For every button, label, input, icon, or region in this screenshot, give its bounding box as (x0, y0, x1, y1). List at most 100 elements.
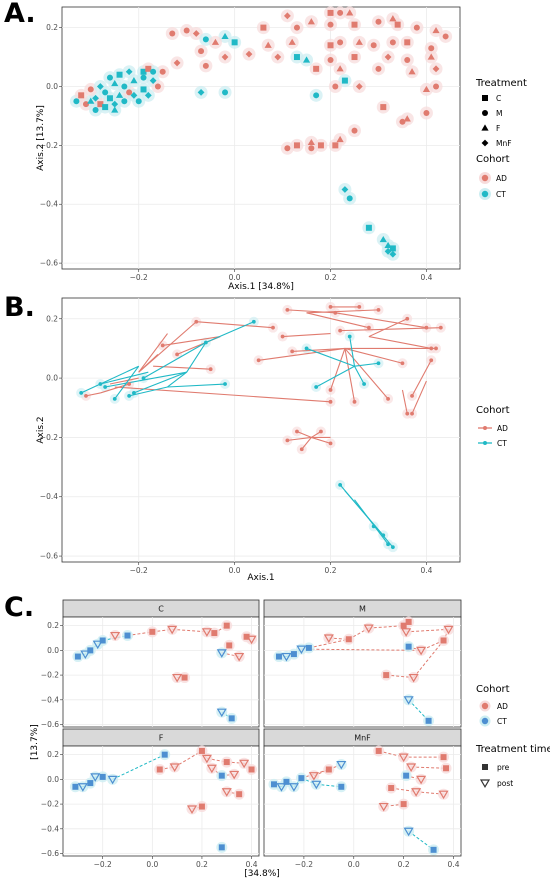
data-point (308, 145, 315, 152)
data-point (140, 86, 147, 93)
y-tick-label: 0.2 (46, 23, 58, 32)
data-point (202, 62, 209, 69)
facet-label: MnF (354, 734, 371, 743)
data-point (283, 12, 291, 20)
data-point (154, 83, 161, 90)
data-point (338, 482, 343, 487)
trajectory-line (354, 365, 365, 385)
x-tick-label: 0.0 (348, 860, 360, 869)
y-tick-label: −0.4 (41, 824, 59, 833)
trajectory-line (167, 383, 226, 388)
trajectory-line (133, 371, 187, 394)
data-point (423, 109, 430, 116)
trajectory-line (109, 377, 139, 385)
trajectory-line (308, 638, 349, 649)
data-point (398, 753, 409, 763)
data-point (430, 846, 437, 853)
data-point (248, 766, 255, 773)
data-point (198, 48, 205, 55)
panel-letter-b: B. (4, 292, 35, 323)
data-point (400, 622, 407, 629)
trajectory-line (344, 348, 356, 402)
trajectory-line (306, 312, 370, 329)
data-point (379, 235, 387, 243)
data-point (264, 41, 272, 48)
trajectory-line (282, 333, 331, 338)
data-point (293, 54, 300, 61)
x-tick-label: 0.2 (196, 860, 208, 869)
data-point (92, 640, 103, 650)
data-point (223, 382, 227, 386)
data-point (328, 304, 333, 309)
data-point (288, 38, 296, 45)
data-point (274, 53, 282, 61)
legend-label: pre (497, 763, 510, 772)
data-point (107, 775, 118, 785)
trajectory-line (335, 312, 427, 329)
legend-label: CT (496, 190, 506, 199)
data-point (394, 21, 401, 28)
panel-letter-c: C. (4, 592, 35, 623)
data-point (186, 805, 198, 815)
y-axis-label: Axis.2 (36, 416, 46, 443)
legend-title: Treatment time (475, 744, 550, 755)
legend-label: MnF (496, 139, 512, 148)
data-point (198, 747, 205, 754)
x-axis-label: Axis.1 [34.8%] (228, 282, 294, 292)
data-point (399, 118, 406, 125)
data-point (317, 142, 324, 149)
trajectory-line (205, 321, 255, 343)
data-point (332, 142, 339, 149)
data-point (87, 780, 94, 787)
data-point (167, 625, 178, 635)
data-point (216, 708, 227, 718)
data-point (293, 24, 300, 31)
legend-label: AD (497, 424, 508, 433)
data-point (323, 634, 334, 643)
y-tick-label: 0.0 (47, 775, 59, 784)
data-point (169, 30, 176, 37)
data-point (406, 763, 417, 772)
data-point (351, 127, 358, 134)
data-point (389, 39, 396, 46)
data-point (77, 783, 88, 792)
data-point (381, 533, 386, 538)
data-point (132, 391, 136, 395)
trajectory-line (306, 309, 379, 314)
data-point (346, 9, 354, 16)
data-point (341, 77, 348, 84)
data-point (218, 844, 225, 851)
trajectory-line (344, 347, 403, 364)
data-point (375, 65, 382, 72)
data-point (302, 56, 311, 63)
data-point (328, 399, 333, 404)
data-point (208, 367, 213, 372)
panel-b-chart: −0.2 0.0 0.2 0.4 0.2 0.0 −0.2 −0.4 −0.6 Axis.1 Axi… (36, 297, 510, 583)
trajectory-line (413, 640, 444, 678)
data-point (327, 56, 334, 63)
trajectory-line (138, 353, 159, 373)
data-point (145, 65, 152, 72)
data-point (403, 696, 414, 705)
trajectory-line (368, 625, 404, 629)
trajectory-line (292, 347, 345, 352)
data-point (375, 18, 382, 25)
x-tick-label: 0.0 (146, 860, 158, 869)
data-point (270, 781, 277, 788)
x-axis-label: [34.8%] (244, 869, 280, 879)
data-point (201, 754, 212, 764)
data-point (336, 135, 344, 143)
panel-c-legend: Cohort AD CT Treatment time pre post (475, 684, 550, 788)
plot-panel (61, 297, 461, 563)
panel-b-lines (80, 306, 441, 548)
trajectory-line (411, 766, 447, 769)
legend-title: Treatment (475, 78, 527, 89)
data-point (290, 651, 297, 658)
data-point (313, 65, 320, 72)
plot-panel (62, 616, 260, 728)
data-point (438, 325, 443, 330)
data-point (314, 385, 319, 389)
data-point (389, 245, 396, 252)
y-tick-label: −0.4 (41, 695, 59, 704)
data-point (72, 783, 79, 790)
